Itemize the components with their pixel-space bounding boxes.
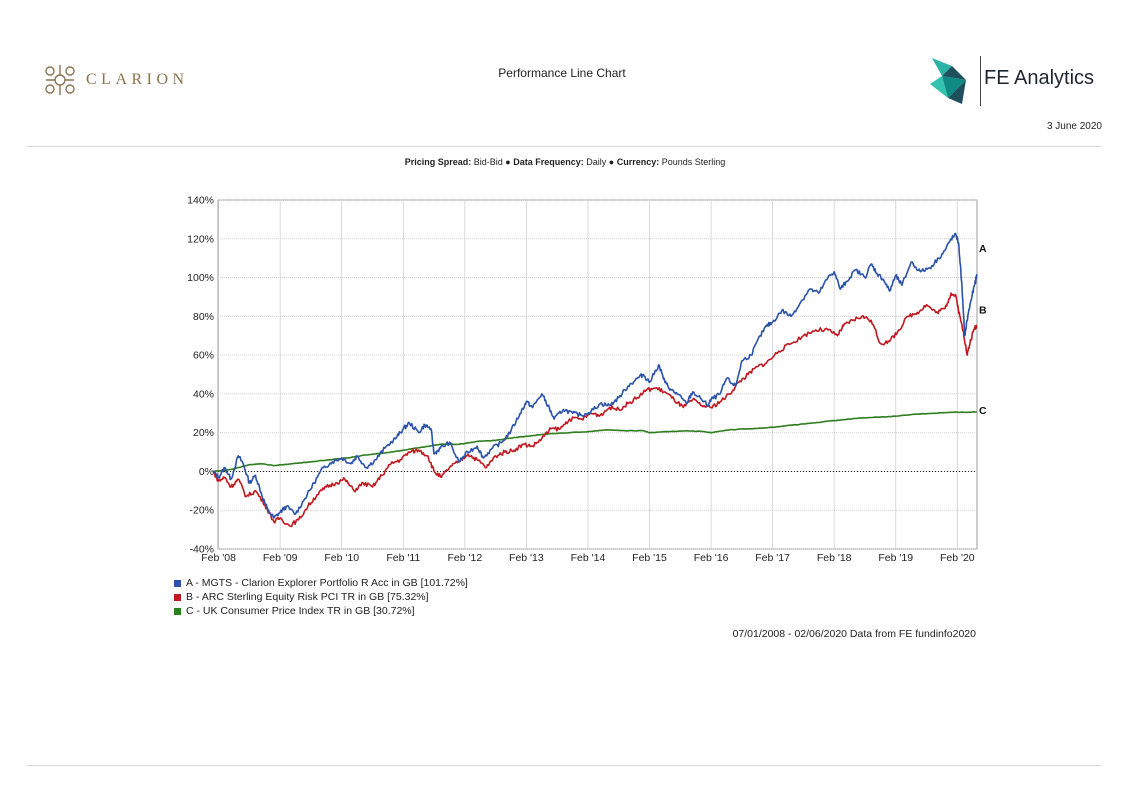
series-end-label: B [979,304,987,316]
fe-logo-divider [980,56,981,106]
y-tick-label: 20% [193,427,214,439]
data-source-note: 07/01/2008 - 02/06/2020 Data from FE fun… [732,628,976,640]
legend-label: A - MGTS - Clarion Explorer Portfolio R … [186,577,468,589]
x-tick-label: Feb '18 [817,552,852,564]
y-tick-label: 140% [187,195,214,207]
pricing-spread-label: Pricing Spread: [404,157,472,167]
separator: ● [608,157,615,167]
x-tick-label: Feb '11 [386,552,420,564]
page-title: Performance Line Chart [498,66,626,80]
frequency-label: Data Frequency: [513,157,584,167]
x-tick-label: Feb '09 [263,552,298,564]
chart-settings-line: Pricing Spread: Bid-Bid ● Data Frequency… [0,157,1130,167]
x-tick-label: Feb '20 [940,552,975,564]
clarion-crest-icon [45,65,75,95]
fe-analytics-wordmark: FE Analytics [984,67,1095,89]
y-tick-label: 120% [187,233,214,245]
y-tick-label: 40% [193,388,214,400]
chart-legend: A - MGTS - Clarion Explorer Portfolio R … [174,576,468,618]
report-date: 3 June 2020 [1046,121,1102,132]
series-b-line [212,292,978,528]
y-tick-label: -20% [189,505,214,517]
x-tick-label: Feb '13 [509,552,544,564]
fe-analytics-logo: FE Analytics [926,54,1106,106]
clarion-wordmark: CLARION [86,71,189,88]
x-tick-label: Feb '14 [571,552,606,564]
separator: ● [505,157,511,167]
legend-item: B - ARC Sterling Equity Risk PCI TR in G… [174,590,468,604]
series-c-line [213,411,978,473]
y-tick-label: -40% [189,544,214,556]
fe-logo-mark-icon [930,58,966,104]
plot-frame [217,199,978,550]
legend-item: A - MGTS - Clarion Explorer Portfolio R … [174,576,468,590]
series-a-line [212,232,978,519]
legend-label: B - ARC Sterling Equity Risk PCI TR in G… [186,591,429,603]
x-tick-label: Feb '12 [447,552,482,564]
x-tick-label: Feb '16 [694,552,729,564]
legend-swatch [174,607,181,615]
y-tick-label: 0% [199,466,214,478]
x-tick-label: Feb '17 [755,552,790,564]
series-end-label: A [979,243,987,255]
frequency-value: Daily [586,157,607,167]
legend-swatch [174,579,181,587]
y-tick-label: 60% [193,350,214,362]
series-end-label: C [979,405,987,417]
currency-label: Currency: [616,157,660,167]
currency-value: Pounds Sterling [661,157,726,167]
y-tick-label: 100% [187,272,214,284]
header-divider [26,146,1102,147]
x-tick-label: Feb '19 [878,552,913,564]
clarion-logo: CLARION [42,62,192,98]
x-tick-label: Feb '08 [201,552,236,564]
pricing-spread-value: Bid-Bid [473,157,503,167]
x-tick-label: Feb '10 [324,552,359,564]
legend-swatch [174,593,181,601]
legend-label: C - UK Consumer Price Index TR in GB [30… [186,605,415,617]
x-tick-label: Feb '15 [632,552,667,564]
y-tick-label: 80% [193,311,214,323]
legend-item: C - UK Consumer Price Index TR in GB [30… [174,604,468,618]
footer-divider [26,765,1102,766]
